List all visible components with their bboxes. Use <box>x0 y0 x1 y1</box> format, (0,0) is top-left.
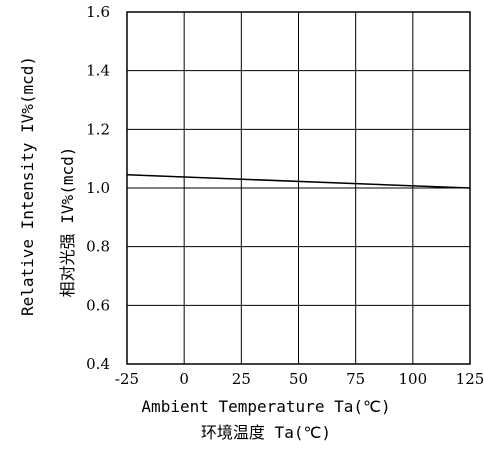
y-tick-label: 1.4 <box>86 62 110 80</box>
y-axis-title: Relative Intensity IV%(mcd) <box>18 56 37 316</box>
y-tick-label: 1.6 <box>86 3 110 21</box>
y-tick-labels: 0.4 0.6 0.8 1.0 1.2 1.4 1.6 <box>86 3 110 373</box>
y-tick-label: 0.6 <box>86 296 110 314</box>
y-tick-label: 0.4 <box>86 355 110 373</box>
x-tick-labels: -25 0 25 50 75 100 125 <box>115 370 484 388</box>
x-tick-label: 50 <box>289 370 308 388</box>
x-axis-title: Ambient Temperature Ta(℃) <box>141 397 390 416</box>
series-lines <box>126 174 471 189</box>
x-tick-label: 100 <box>399 370 428 388</box>
x-tick-label: 125 <box>456 370 484 388</box>
y-tick-label: 1.2 <box>86 120 110 138</box>
x-axis-title-cn: 环境温度 Ta(℃) <box>201 423 331 442</box>
x-tick-label: 75 <box>346 370 365 388</box>
y-axis-title-cn: 相对光强 IV%(mcd) <box>58 147 77 298</box>
grid <box>127 12 470 364</box>
x-tick-label: -25 <box>115 370 139 388</box>
x-tick-label: 25 <box>232 370 251 388</box>
y-tick-label: 0.8 <box>86 238 110 256</box>
y-tick-label: 1.0 <box>86 179 110 197</box>
x-tick-label: 0 <box>179 370 189 388</box>
series-line <box>126 174 471 189</box>
